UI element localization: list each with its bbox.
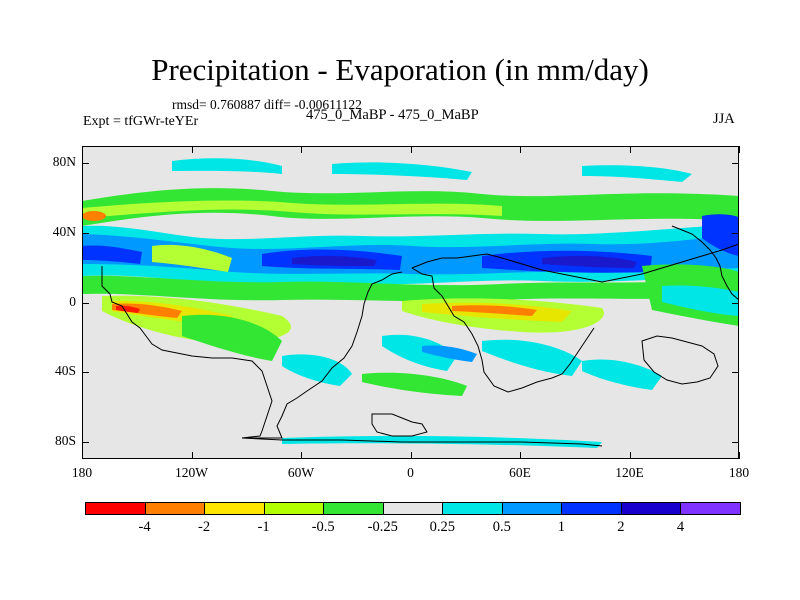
y-tick-mark [82, 441, 89, 443]
x-tick-mark [191, 452, 193, 459]
colorbar-label: 0.5 [492, 519, 511, 535]
ross-shelf-outline [371, 413, 428, 437]
field-so-blue [422, 345, 477, 362]
continent-outlines [101, 225, 739, 447]
field-band-north-lime [82, 200, 502, 218]
y-tick-label: 40S [54, 363, 76, 379]
field-so-cyan-d [582, 359, 662, 390]
x-tick-label: 60W [287, 465, 315, 480]
field-epac-cyan [662, 285, 739, 316]
colorbar-label: 1 [557, 519, 565, 535]
africa-outline [411, 267, 595, 393]
x-tick-mark [191, 146, 193, 153]
stats-line: rmsd= 0.760887 diff= -0.00611122 [172, 97, 362, 112]
y-tick-label: 40N [52, 223, 76, 239]
x-tick-mark [301, 146, 302, 153]
colorbar-swatch [204, 502, 265, 515]
colorbar-label: 4 [676, 519, 685, 535]
y-tick-mark [82, 372, 89, 374]
field-cyan-60n-c [582, 165, 692, 182]
y-tick-mark [82, 163, 89, 165]
x-tick-label: 0 [407, 465, 414, 480]
y-tick-mark [82, 232, 89, 234]
colorbar-swatch [501, 502, 563, 515]
field-so-cyan-a [282, 354, 352, 386]
colorbar-label: 0.25 [429, 519, 455, 535]
x-tick-mark [82, 146, 83, 153]
colorbar-swatch [323, 502, 384, 515]
y-tick-label: 80S [54, 432, 76, 448]
antarctica-outline [241, 437, 603, 447]
experiment-label: Expt = tfGWr-teYEr [83, 114, 199, 129]
colorbar-swatch [382, 502, 444, 515]
y-tick-mark [732, 372, 739, 374]
colorbar-swatch [144, 502, 206, 515]
field-cyan-60n-b [332, 162, 472, 180]
y-tick-mark [82, 302, 89, 304]
x-tick-label: 60E [509, 465, 531, 480]
field-contours [82, 158, 739, 448]
x-tick-label: 180 [728, 465, 750, 480]
x-tick-label: 120E [615, 465, 644, 480]
australia-outline [641, 335, 719, 385]
plot-title: Precipitation - Evaporation (in mm/day) [151, 52, 649, 87]
field-indian-orange [452, 305, 537, 316]
x-tick-mark [301, 452, 302, 459]
south-america-outline [101, 266, 403, 439]
colorbar-swatch [263, 502, 325, 515]
field-so-cyan-c [482, 339, 582, 376]
y-tick-mark [732, 441, 739, 443]
x-tick-mark [520, 452, 521, 459]
field-cyan-60n [172, 158, 282, 174]
field-band-blue-darkest-b [542, 255, 637, 268]
field-band-blue-deep-c [82, 245, 142, 264]
y-tick-label: 80N [52, 154, 76, 170]
field-band-blue-darkest [292, 255, 377, 266]
x-tick-mark [629, 452, 631, 459]
x-tick-mark [410, 146, 412, 153]
field-orange-40n [82, 211, 106, 221]
colorbar-label: -4 [138, 519, 151, 535]
field-so-cyan-b [382, 334, 457, 371]
colorbar-swatch [620, 502, 682, 515]
x-tick-label: 120W [175, 465, 208, 480]
field-lime-west [152, 244, 232, 272]
map-plot-area [82, 146, 739, 459]
x-tick-mark [739, 146, 740, 153]
colorbar-swatch [680, 502, 741, 515]
y-tick-mark [732, 232, 739, 234]
colorbar-label: 2 [617, 519, 625, 535]
y-tick-label: 0 [69, 293, 76, 309]
north-america-outline [671, 225, 739, 301]
plot-subtitle: 475_0_MaBP - 475_0_MaBP [306, 107, 479, 123]
colorbar-label: -0.25 [367, 519, 398, 535]
colorbar-label: -1 [257, 519, 270, 535]
season-label: JJA [713, 111, 735, 127]
x-tick-mark [82, 452, 83, 459]
field-south-red [116, 305, 140, 313]
field-equator-green [82, 275, 739, 302]
colorbar-swatch [561, 502, 622, 515]
x-tick-mark [520, 146, 521, 153]
x-tick-mark [629, 146, 631, 153]
field-ne-pacific-blue [702, 214, 739, 256]
eurasia-outline [411, 243, 739, 283]
colorbar-label: -2 [198, 519, 211, 535]
x-tick-mark [739, 452, 740, 459]
field-so-green [182, 314, 282, 361]
field-so-green-b [362, 372, 467, 396]
colorbar-swatch [442, 502, 503, 515]
x-tick-mark [410, 452, 412, 459]
y-tick-mark [732, 163, 739, 165]
y-tick-mark [732, 302, 739, 304]
x-tick-label: 180 [71, 465, 93, 480]
colorbar-swatch [85, 502, 146, 515]
colorbar-label: -0.5 [311, 519, 335, 535]
